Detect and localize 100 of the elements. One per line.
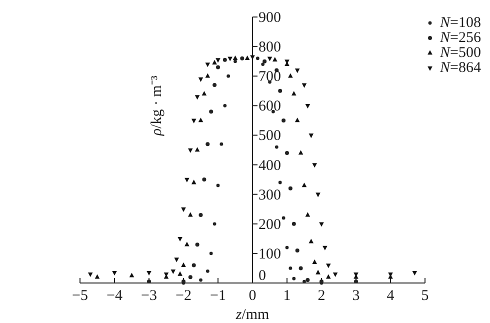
x-tick-label: −2 (176, 288, 192, 304)
x-tick-label: −3 (141, 288, 157, 304)
point (212, 82, 217, 87)
point (192, 263, 196, 268)
point (209, 252, 213, 256)
y-tick-label: 200 (258, 216, 281, 233)
point (312, 163, 317, 168)
y-tick-label: 900 (258, 10, 281, 26)
point (170, 270, 176, 274)
point (234, 60, 237, 64)
x-tick-label: 5 (421, 288, 429, 304)
point (202, 178, 206, 182)
point (298, 150, 304, 155)
point (285, 150, 289, 155)
point (228, 56, 232, 62)
point (216, 184, 220, 188)
point (129, 272, 134, 278)
legend-label: N=256 (439, 30, 482, 46)
point (319, 222, 324, 227)
point (322, 246, 328, 250)
legend-label: N=108 (439, 15, 481, 31)
point (194, 95, 200, 100)
x-tick-label: 0 (248, 288, 256, 304)
x-tick-label: −1 (210, 288, 226, 304)
point (306, 278, 310, 282)
point (226, 74, 230, 78)
y-tick-label: 800 (258, 40, 281, 56)
legend-label: N=500 (439, 45, 481, 61)
point (305, 212, 310, 217)
point (250, 55, 255, 60)
y-tick-label: 500 (258, 128, 281, 144)
point (198, 77, 204, 82)
point (272, 56, 278, 62)
point (191, 180, 196, 184)
y-axis-title: ρ/kg · m⁻³ (149, 75, 166, 137)
point (184, 178, 190, 182)
point (282, 118, 286, 122)
point (188, 275, 192, 280)
point (326, 264, 331, 268)
point (292, 222, 296, 226)
point (240, 56, 244, 60)
point (285, 246, 289, 250)
point (278, 180, 282, 184)
x-tick-label: 4 (386, 288, 395, 304)
point (308, 238, 314, 244)
point (292, 276, 296, 280)
point (212, 222, 216, 226)
x-tick-label: 1 (283, 288, 291, 304)
point (216, 65, 220, 70)
point (198, 118, 204, 122)
point (262, 59, 267, 64)
point (288, 186, 292, 190)
point (194, 147, 200, 152)
y-tick-label: 700 (258, 69, 281, 86)
point (112, 270, 117, 276)
point (316, 270, 320, 274)
point (288, 73, 293, 78)
point (326, 274, 331, 279)
point (312, 259, 317, 264)
point (278, 88, 282, 93)
x-tick-label: −4 (106, 288, 123, 304)
point (305, 104, 310, 109)
y-tick-label: 600 (258, 98, 281, 115)
point (308, 134, 314, 138)
point (288, 266, 292, 270)
point (198, 213, 203, 218)
x-tick-label: −5 (72, 288, 88, 304)
point (222, 58, 227, 62)
point (295, 248, 300, 252)
point (209, 110, 214, 114)
legend-label: N=864 (439, 60, 482, 76)
point (332, 272, 338, 278)
y-tick-label: 100 (258, 246, 281, 262)
point (294, 68, 300, 74)
point (261, 62, 265, 66)
point (244, 56, 250, 60)
point (206, 142, 210, 146)
point (146, 270, 152, 276)
point (282, 216, 286, 220)
point (292, 90, 296, 96)
point (302, 182, 307, 188)
point (184, 242, 190, 246)
point (206, 269, 210, 273)
point (302, 83, 307, 88)
point (88, 272, 93, 278)
point (223, 104, 227, 108)
point (412, 270, 418, 276)
point (199, 278, 202, 282)
point (212, 60, 217, 64)
point (178, 271, 182, 276)
point (256, 56, 260, 60)
point (298, 266, 303, 270)
point (316, 192, 320, 198)
x-tick-label: 2 (318, 288, 326, 304)
point (216, 58, 220, 63)
y-tick-label: 0 (258, 268, 266, 284)
point (220, 142, 224, 146)
point (294, 118, 300, 122)
point (181, 262, 186, 267)
point (274, 145, 278, 149)
